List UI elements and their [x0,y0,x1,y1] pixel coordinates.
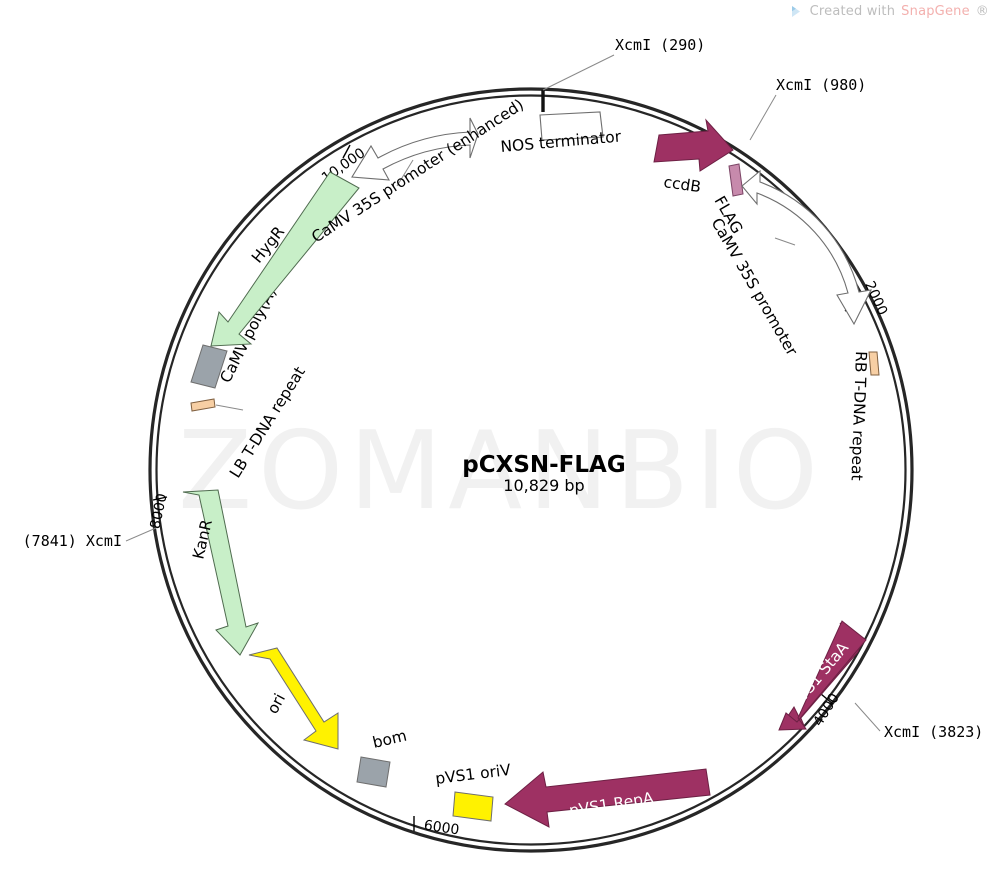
attribution-suffix: ® [975,4,989,19]
attribution-prefix: Created with [809,4,896,19]
feature-label: pVS1 oriV [434,761,512,788]
ruler-tick-6000: 6000 [413,816,461,839]
feature-bom[interactable]: bom [356,727,409,788]
feature-label: bom [371,727,409,752]
plasmid-size: 10,829 bp [503,476,584,495]
feature-label: pVS1 StaA [786,639,852,713]
feature-pvs1-repa[interactable]: pVS1 RepA [504,768,711,828]
feature-label: CaMV 35S promoter [708,215,802,359]
snapgene-logo-icon [789,4,804,19]
restriction-site-xcmi-3823[interactable]: XcmI (3823) [854,702,983,741]
feature-hygr[interactable]: HygR [210,171,360,347]
feature-label: ccdB [662,173,702,196]
snapgene-attribution: Created with SnapGene ® [789,4,989,19]
restriction-site-label: (7841) XcmI [23,532,122,550]
watermark-text: ZOMANBIO [178,409,824,534]
plasmid-backbone [148,87,914,853]
feature-camv35s-promoter[interactable]: CaMV 35S promoter [708,169,872,359]
feature-ori[interactable]: ori [248,647,339,750]
feature-label: NOS terminator [500,127,623,156]
feature-ccdb[interactable]: ccdB [653,118,734,196]
restriction-site-label: XcmI (290) [615,36,705,54]
restriction-site-xcmi-980[interactable]: XcmI (980) [749,76,866,141]
restriction-site-label: XcmI (3823) [884,723,983,741]
ruler-tick-label: 6000 [423,818,461,839]
feature-label: RB T-DNA repeat [847,351,870,481]
ruler-tick-8000: 8000 [148,492,171,530]
restriction-site-label: XcmI (980) [776,76,866,94]
plasmid-name: pCXSN-FLAG [462,452,625,478]
restriction-sites: XcmI (290) XcmI (980) XcmI (3823) (7841)… [23,36,984,741]
feature-nos-terminator[interactable]: NOS terminator [500,111,623,156]
restriction-site-xcmi-7841[interactable]: (7841) XcmI [23,527,157,550]
feature-pvs1-oriv[interactable]: pVS1 oriV [434,761,512,822]
ruler-tick-label: 8000 [148,492,171,530]
feature-rb-tdna-repeat[interactable]: RB T-DNA repeat [847,351,880,481]
restriction-site-xcmi-290[interactable]: XcmI (290) [541,36,705,112]
feature-label: ori [264,691,289,717]
attribution-brand: SnapGene [901,4,970,19]
